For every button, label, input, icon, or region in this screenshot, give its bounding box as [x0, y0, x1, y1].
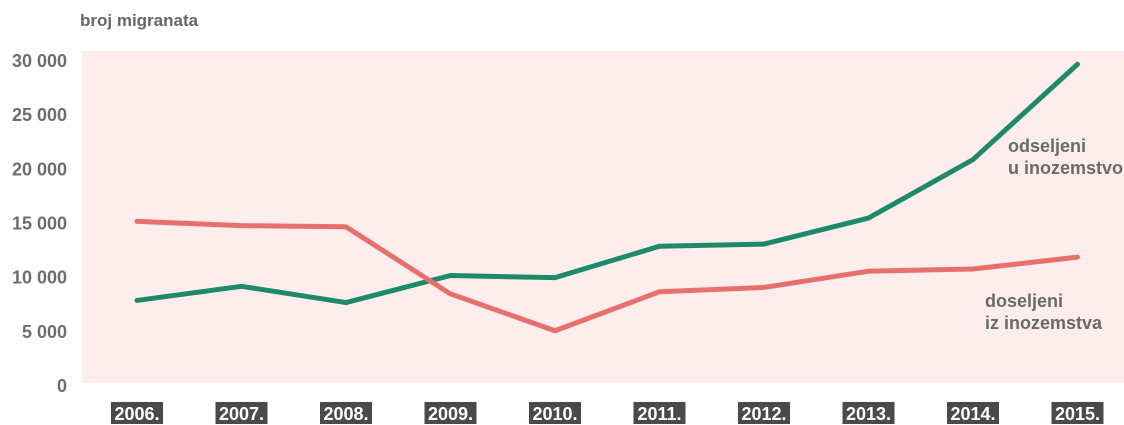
y-tick-label: 5 000 — [22, 322, 67, 342]
x-axis: 2006. 2007. 2008. 2009. 2010. 2011. 2012. 2013.… — [111, 402, 1104, 424]
series-label-2: doseljeni iz inozemstva — [985, 291, 1103, 333]
x-tick: 2015. — [1051, 402, 1104, 424]
x-tick: 2013. — [842, 402, 895, 424]
x-tick: 2014. — [947, 402, 999, 424]
series-label-1: odseljeni u inozemstvo — [1008, 136, 1123, 178]
x-tick-badge — [320, 402, 372, 424]
x-tick-label: 2013. — [846, 404, 891, 424]
x-tick-badge — [842, 402, 895, 424]
x-tick-badge — [633, 402, 686, 424]
series-label-line: iz inozemstva — [985, 313, 1103, 333]
x-tick: 2009. — [424, 402, 477, 424]
y-tick-label: 15 000 — [12, 214, 67, 234]
x-tick-label: 2014. — [950, 404, 995, 424]
x-tick-badge — [529, 402, 581, 424]
x-tick: 2010. — [529, 402, 581, 424]
x-tick-label: 2009. — [428, 404, 473, 424]
y-tick-label: 25 000 — [12, 105, 67, 125]
series-line-1 — [134, 61, 1080, 306]
x-tick-label: 2006. — [114, 404, 159, 424]
x-tick-label: 2007. — [219, 404, 264, 424]
x-tick-badge — [215, 402, 268, 424]
x-tick-badge — [111, 402, 163, 424]
series-labels: odseljeni u inozemstvo doseljeni iz inozems… — [985, 136, 1123, 333]
y-tick-label: 0 — [57, 376, 67, 396]
series-label-line: doseljeni — [985, 291, 1063, 311]
plot-area — [82, 51, 1124, 383]
x-tick-badge — [947, 402, 999, 424]
y-tick-label: 20 000 — [12, 159, 67, 179]
x-tick: 2008. — [320, 402, 372, 424]
series-lines — [134, 61, 1080, 334]
y-axis-label: broj migranata — [80, 11, 199, 30]
x-tick: 2006. — [111, 402, 163, 424]
x-tick-badge — [1051, 402, 1104, 424]
x-tick-label: 2008. — [323, 404, 368, 424]
x-tick-label: 2011. — [637, 404, 681, 424]
series-label-line: odseljeni — [1008, 136, 1086, 156]
x-tick: 2012. — [738, 402, 790, 424]
x-tick: 2011. — [633, 402, 686, 424]
x-tick-label: 2012. — [741, 404, 786, 424]
y-axis: 0 5 000 10 000 15 000 20 000 25 000 30 000 — [12, 51, 67, 396]
x-tick-badge — [738, 402, 790, 424]
y-tick-label: 10 000 — [12, 268, 67, 288]
series-label-line: u inozemstvo — [1008, 158, 1123, 178]
x-tick-badge — [424, 402, 477, 424]
x-tick-label: 2015. — [1055, 404, 1100, 424]
x-tick-label: 2010. — [532, 404, 577, 424]
series-line-2 — [134, 218, 1080, 334]
x-tick: 2007. — [215, 402, 268, 424]
y-tick-label: 30 000 — [12, 51, 67, 71]
